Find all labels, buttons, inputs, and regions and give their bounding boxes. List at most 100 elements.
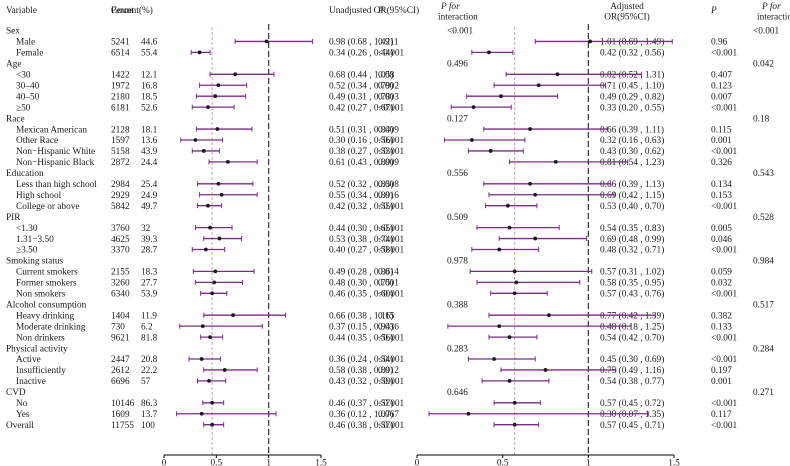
point-estimate-unadjusted xyxy=(201,149,206,153)
p-unadjusted: 0.014 xyxy=(378,268,399,278)
point-estimate-adjusted xyxy=(514,280,519,285)
p-adjusted: 0.197 xyxy=(711,366,732,376)
point-estimate-adjusted xyxy=(543,368,548,372)
p-adjusted: 0.153 xyxy=(711,191,732,201)
p-unadjusted: <0.001 xyxy=(378,399,405,409)
or-ci-unadjusted: 0.40 (0.27 , 0.58) xyxy=(329,245,393,256)
p-adjusted: 0.046 xyxy=(711,235,732,245)
point-estimate-adjusted xyxy=(471,105,476,110)
or-ci-unadjusted: 0.46 (0.37 , 0.57) xyxy=(329,398,393,409)
p-adjusted: <0.001 xyxy=(711,290,738,300)
percent-value: 22.2 xyxy=(141,366,158,376)
or-ci-unadjusted: 0.34 (0.26 , 0.44) xyxy=(329,48,393,59)
p-interaction-unadjusted: 0.978 xyxy=(447,257,468,267)
or-ci-adjusted: 0.48 (0.32 , 0.71) xyxy=(600,245,664,256)
header-variable: Variable xyxy=(6,6,37,16)
or-ci-unadjusted: 0.48 (0.30 , 0.75) xyxy=(329,278,393,289)
percent-value: 27.7 xyxy=(141,279,158,289)
point-estimate-unadjusted xyxy=(206,105,210,110)
count-value: 1597 xyxy=(111,136,130,146)
percent-value: 13.7 xyxy=(141,410,158,420)
count-value: 6181 xyxy=(111,103,130,113)
p-unadjusted: <0.001 xyxy=(378,103,405,113)
p-unadjusted: 0.009 xyxy=(378,125,399,135)
count-value: 1422 xyxy=(111,71,130,81)
or-ci-unadjusted: 0.61 (0.43 , 0.89) xyxy=(329,157,393,168)
or-ci-adjusted: 0.45 (0.30 , 0.69) xyxy=(600,354,664,365)
row-label: 1.31−3.50 xyxy=(16,235,54,245)
count-value: 3260 xyxy=(111,279,130,289)
or-ci-adjusted: 0.57 (0.43 , 0.76) xyxy=(600,289,664,300)
point-estimate-unadjusted xyxy=(231,313,235,318)
percent-value: 44.6 xyxy=(141,38,158,48)
row-label: Less than high school xyxy=(16,180,97,190)
p-interaction-adjusted: 0.517 xyxy=(753,300,774,310)
count-value: 2155 xyxy=(111,268,130,278)
row-label: Active xyxy=(16,355,41,365)
header-p-unadjusted: P xyxy=(377,6,384,16)
point-estimate-adjusted xyxy=(487,50,491,55)
or-ci-unadjusted: 0.68 (0.44 , 1.05) xyxy=(329,70,393,81)
point-estimate-adjusted xyxy=(555,72,560,77)
point-estimate-adjusted xyxy=(497,247,502,252)
point-estimate-adjusted xyxy=(512,400,517,405)
percent-value: 6.2 xyxy=(141,322,153,332)
percent-value: 28.7 xyxy=(141,246,158,256)
p-unadjusted: <0.001 xyxy=(378,235,405,245)
x-tick-label: 0.5 xyxy=(211,459,223,466)
or-ci-adjusted: 0.66 (0.39 , 1.11) xyxy=(600,124,664,135)
or-ci-unadjusted: 0.44 (0.30 , 0.65) xyxy=(329,223,393,234)
point-estimate-adjusted xyxy=(528,127,532,131)
point-estimate-adjusted xyxy=(528,181,532,186)
row-label: High school xyxy=(16,191,62,201)
point-estimate-adjusted xyxy=(492,357,496,361)
or-ci-adjusted: 0.66 (0.39 , 1.13) xyxy=(600,179,664,190)
or-ci-adjusted: 0.48 (0.18 , 1.25) xyxy=(600,321,664,332)
point-estimate-adjusted xyxy=(512,291,517,296)
x-tick-label: 0.5 xyxy=(497,459,509,466)
point-estimate-unadjusted xyxy=(206,203,210,208)
or-ci-unadjusted: 0.44 (0.35 , 0.56) xyxy=(329,332,393,343)
point-estimate-unadjusted xyxy=(219,192,224,197)
p-unadjusted: 0.001 xyxy=(378,279,399,289)
header-percent: Percent(%) xyxy=(111,5,153,16)
x-tick-label: 1 xyxy=(266,459,271,466)
p-unadjusted: <0.001 xyxy=(378,290,405,300)
p-interaction-unadjusted: 0.509 xyxy=(447,213,468,223)
p-unadjusted: <0.001 xyxy=(378,333,405,343)
x-tick-label: 0 xyxy=(415,459,420,466)
point-estimate-adjusted xyxy=(533,236,538,241)
p-adjusted: 0.117 xyxy=(711,410,732,420)
point-estimate-unadjusted xyxy=(200,324,205,329)
p-adjusted: <0.001 xyxy=(711,333,738,343)
x-tick-label: 1 xyxy=(586,459,591,466)
p-adjusted: 0.005 xyxy=(711,224,732,234)
group-label: Sex xyxy=(6,27,20,37)
point-estimate-unadjusted xyxy=(215,127,220,131)
point-estimate-unadjusted xyxy=(193,138,198,142)
percent-value: 32 xyxy=(141,224,151,234)
group-label: Smoking status xyxy=(6,257,63,267)
point-estimate-unadjusted xyxy=(222,368,227,372)
p-adjusted: 0.032 xyxy=(711,279,732,289)
point-estimate-adjusted xyxy=(553,160,558,164)
p-adjusted: 0.001 xyxy=(711,136,732,146)
or-ci-unadjusted: 0.98 (0.68 , 1.42) xyxy=(329,37,393,48)
group-label: Education xyxy=(6,169,44,179)
or-ci-adjusted: 0.58 (0.35 , 0.95) xyxy=(600,278,664,289)
p-unadjusted: <0.001 xyxy=(378,246,405,256)
p-adjusted: 0.007 xyxy=(711,92,732,102)
percent-value: 49.7 xyxy=(141,202,158,212)
p-interaction-adjusted: <0.001 xyxy=(753,27,780,37)
p-unadjusted: <0.001 xyxy=(378,377,405,387)
p-interaction-unadjusted: 0.496 xyxy=(447,60,468,70)
point-estimate-unadjusted xyxy=(225,160,230,164)
point-estimate-unadjusted xyxy=(199,411,204,416)
row-label: Heavy drinking xyxy=(16,311,74,321)
count-value: 3370 xyxy=(111,246,130,256)
row-label: Yes xyxy=(16,410,30,420)
count-value: 1972 xyxy=(111,81,130,91)
p-unadjusted: 0.067 xyxy=(378,410,399,420)
point-estimate-unadjusted xyxy=(213,94,218,99)
point-estimate-unadjusted xyxy=(233,72,238,77)
